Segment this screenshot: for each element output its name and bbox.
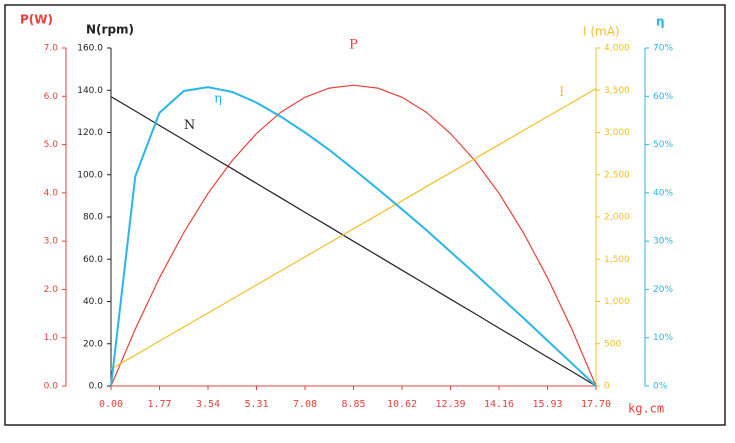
y-tick-label: 60% bbox=[653, 92, 673, 102]
x-tick-label: 5.31 bbox=[244, 399, 268, 410]
x-tick-label: 7.08 bbox=[293, 399, 317, 410]
y-tick-label: 20.0 bbox=[83, 339, 103, 349]
y-axis-title: η bbox=[656, 15, 665, 29]
x-tick-label: 0.00 bbox=[99, 399, 123, 410]
y-tick-label: 5.0 bbox=[44, 140, 59, 150]
y-tick-label: 1,500 bbox=[604, 255, 630, 265]
x-tick-label: 8.85 bbox=[341, 399, 365, 410]
y-tick-label: 3,500 bbox=[604, 86, 630, 96]
series-label: P bbox=[349, 38, 358, 53]
y-tick-label: 20% bbox=[653, 285, 673, 295]
series-line bbox=[110, 84, 597, 387]
y-tick-label: 40% bbox=[653, 188, 673, 198]
x-tick-label: 17.70 bbox=[581, 399, 611, 410]
y-axis-title: I (mA) bbox=[583, 25, 620, 39]
y-tick-label: 1,000 bbox=[604, 297, 630, 307]
y-tick-label: 70% bbox=[653, 44, 673, 54]
series-line bbox=[110, 88, 597, 370]
y-tick-label: 6.0 bbox=[44, 92, 59, 102]
y-tick-label: 1.0 bbox=[44, 333, 59, 343]
y-tick-label: 0.0 bbox=[44, 382, 59, 392]
y-tick-label: 160.0 bbox=[77, 44, 103, 54]
y-tick-label: 40.0 bbox=[83, 297, 103, 307]
series-label: I bbox=[559, 85, 564, 100]
y-axis-title: P(W) bbox=[20, 13, 53, 27]
y-tick-label: 60.0 bbox=[83, 255, 103, 265]
y-tick-label: 500 bbox=[604, 339, 621, 349]
series-line bbox=[110, 86, 597, 387]
series-line bbox=[110, 96, 597, 387]
y-axis-title: N(rpm) bbox=[86, 23, 134, 37]
y-tick-label: 120.0 bbox=[77, 128, 103, 138]
x-tick-label: 3.54 bbox=[196, 399, 220, 410]
frame bbox=[4, 4, 726, 426]
y-tick-label: 7.0 bbox=[44, 44, 59, 54]
y-tick-label: 100.0 bbox=[77, 170, 103, 180]
series-label: N bbox=[184, 118, 195, 133]
x-tick-label: 14.16 bbox=[484, 399, 514, 410]
series-label: η bbox=[214, 92, 222, 107]
y-tick-label: 2.0 bbox=[44, 285, 59, 295]
y-tick-label: 2,500 bbox=[604, 170, 630, 180]
y-tick-label: 0.0 bbox=[89, 382, 104, 392]
y-tick-label: 0% bbox=[653, 382, 668, 392]
y-tick-label: 10% bbox=[653, 333, 673, 343]
x-tick-label: 15.93 bbox=[532, 399, 562, 410]
y-tick-label: 4.0 bbox=[44, 188, 59, 198]
y-tick-label: 30% bbox=[653, 237, 673, 247]
y-tick-label: 140.0 bbox=[77, 86, 103, 96]
y-tick-label: 4,000 bbox=[604, 44, 630, 54]
y-tick-label: 0 bbox=[604, 382, 610, 392]
y-tick-label: 3.0 bbox=[44, 237, 59, 247]
x-tick-label: 1.77 bbox=[147, 399, 171, 410]
x-tick-label: 10.62 bbox=[387, 399, 417, 410]
y-tick-label: 80.0 bbox=[83, 213, 103, 223]
y-tick-label: 2,000 bbox=[604, 213, 630, 223]
y-tick-label: 3,000 bbox=[604, 128, 630, 138]
y-tick-label: 50% bbox=[653, 140, 673, 150]
x-tick-label: 12.39 bbox=[435, 399, 465, 410]
x-axis-title: kg.cm bbox=[628, 402, 664, 416]
